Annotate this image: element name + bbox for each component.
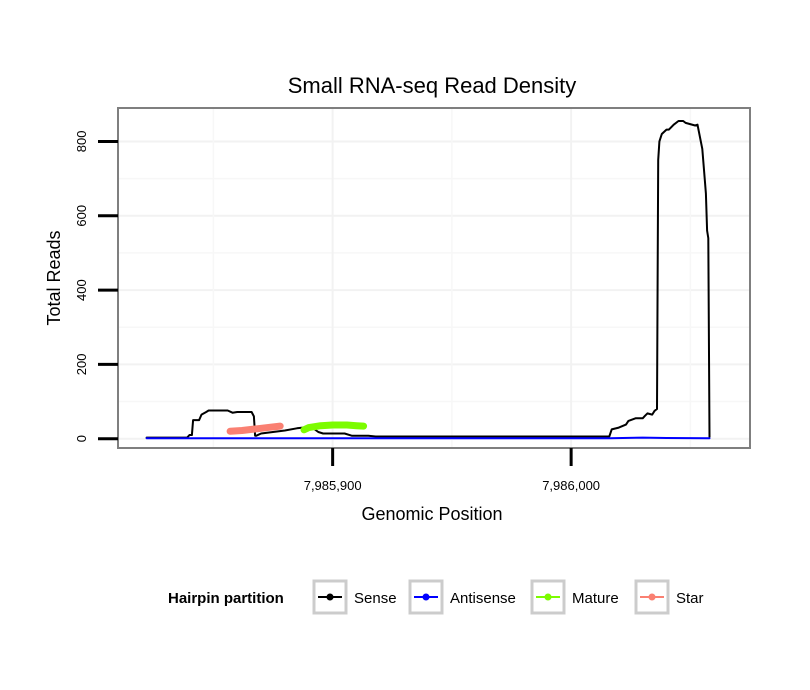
legend-item-star: Star <box>634 579 704 615</box>
y-tick-label: 200 <box>74 354 89 376</box>
series-line-antisense <box>145 436 711 440</box>
legend-label: Antisense <box>450 590 516 607</box>
y-tick-label: 400 <box>74 279 89 301</box>
legend-key-point <box>544 593 552 601</box>
y-tick-label: 800 <box>74 131 89 153</box>
chart-title: Small RNA-seq Read Density <box>288 73 577 98</box>
legend-item-antisense: Antisense <box>408 579 516 615</box>
series-line-star <box>226 422 284 435</box>
y-axis-label: Total Reads <box>44 230 64 325</box>
legend-label: Mature <box>572 590 619 607</box>
legend-item-sense: Sense <box>312 579 397 615</box>
y-tick-label: 600 <box>74 205 89 227</box>
legend-label: Star <box>676 590 704 607</box>
legend: Hairpin partition Sense Antisense Mature St… <box>168 579 704 615</box>
series-line-sense <box>145 120 711 439</box>
legend-key-point <box>648 593 656 601</box>
legend-item-mature: Mature <box>530 579 619 615</box>
legend-key-point <box>422 593 430 601</box>
legend-title: Hairpin partition <box>168 590 284 607</box>
series-line-mature <box>300 421 368 434</box>
x-tick-label: 7,986,000 <box>542 478 600 493</box>
x-axis-label: Genomic Position <box>361 504 502 524</box>
legend-key-point <box>326 593 334 601</box>
x-tick-label: 7,985,900 <box>304 478 362 493</box>
legend-label: Sense <box>354 590 397 607</box>
y-tick-label: 0 <box>74 435 89 442</box>
plot-panel-border <box>117 107 751 449</box>
